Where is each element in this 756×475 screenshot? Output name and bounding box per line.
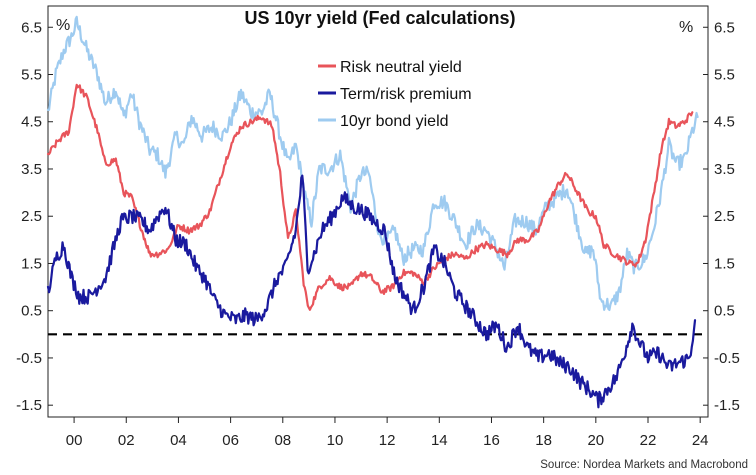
- series-layer: [46, 15, 699, 409]
- legend-label: Risk neutral yield: [340, 59, 462, 76]
- x-tick-label: 00: [66, 432, 83, 449]
- legend-label: 10yr bond yield: [340, 113, 449, 130]
- y-tick-label-right: 1.5: [714, 255, 735, 272]
- y-tick-label-right: 5.5: [714, 67, 735, 84]
- y-tick-label-left: -0.5: [16, 350, 42, 367]
- y-tick-label-left: 1.5: [21, 255, 42, 272]
- y-tick-label-left: 2.5: [21, 208, 42, 225]
- legend-label: Term/risk premium: [340, 86, 472, 103]
- y-tick-label-right: 2.5: [714, 208, 735, 225]
- y-tick-label-right: 6.5: [714, 19, 735, 36]
- series-line-risk-neutral-yield: [46, 83, 694, 311]
- legend: Risk neutral yield Term/risk premium 10yr …: [318, 59, 472, 130]
- x-tick-label: 08: [274, 432, 291, 449]
- y-tick-label-left: 4.5: [21, 114, 42, 131]
- x-tick-label: 18: [535, 432, 552, 449]
- x-tick-label: 04: [170, 432, 187, 449]
- series-line-10yr-bond-yield: [46, 15, 699, 311]
- x-tick-label: 06: [222, 432, 239, 449]
- y-tick-label-left: 6.5: [21, 19, 42, 36]
- x-tick-label: 12: [379, 432, 396, 449]
- plot-frame: [47, 5, 709, 418]
- chart-title: US 10yr yield (Fed calculations): [244, 8, 515, 28]
- y-tick-label-right: -0.5: [714, 350, 740, 367]
- y-tick-label-right: 4.5: [714, 114, 735, 131]
- x-tick-label: 24: [692, 432, 709, 449]
- y-tick-label-left: 5.5: [21, 67, 42, 84]
- y-tick-label-right: 3.5: [714, 161, 735, 178]
- x-tick-label: 16: [483, 432, 500, 449]
- x-tick-label: 10: [327, 432, 344, 449]
- x-tick-label: 20: [587, 432, 604, 449]
- x-tick-label: 14: [431, 432, 448, 449]
- right-y-axis: 6.5 5.5 4.5 3.5 2.5 1.5 0.5 -0.5 -1.5: [703, 19, 740, 414]
- left-axis-unit: %: [56, 17, 70, 34]
- y-tick-label-right: -1.5: [714, 397, 740, 414]
- series-line-term-risk-premium: [46, 174, 697, 409]
- y-tick-label-left: 3.5: [21, 161, 42, 178]
- y-tick-label-left: -1.5: [16, 397, 42, 414]
- right-axis-unit: %: [679, 19, 693, 36]
- source-note: Source: Nordea Markets and Macrobond: [540, 459, 748, 471]
- y-tick-label-left: 0.5: [21, 303, 42, 320]
- left-y-axis: 6.5 5.5 4.5 3.5 2.5 1.5 0.5 -0.5 -1.5: [16, 19, 53, 414]
- y-tick-label-right: 0.5: [714, 303, 735, 320]
- x-axis: 00 02 04 06 08 10 12 14 16 18 20 22 24: [66, 417, 709, 449]
- x-tick-label: 22: [640, 432, 657, 449]
- x-tick-label: 02: [118, 432, 135, 449]
